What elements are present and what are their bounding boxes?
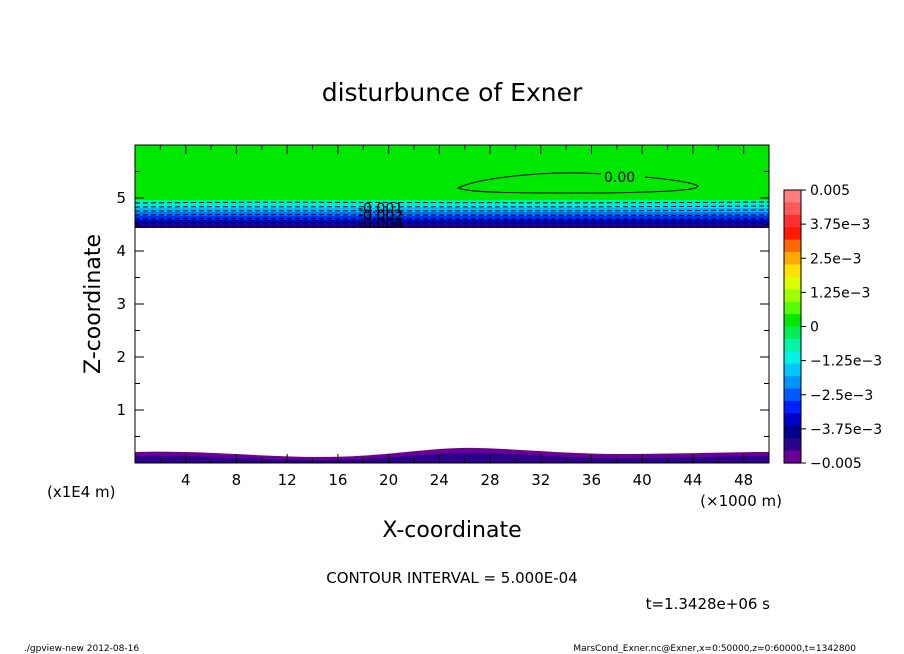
colorbar-tick-label: 0.005 <box>810 183 850 199</box>
y-axis-label: Z-coordinate <box>81 234 106 374</box>
colorbar-ticks: 0.005 3.75e−3 2.5e−3 1.25e−3 0 −1.25e−3 −2.5e−… <box>801 183 882 472</box>
x-tick-label: 4 <box>181 471 191 489</box>
colorbar-swatch <box>784 276 801 290</box>
colorbar-swatch <box>784 252 801 266</box>
x-axis-label: X-coordinate <box>382 518 521 543</box>
colorbar-swatch <box>784 338 801 352</box>
colorbar-tick-label: 2.5e−3 <box>810 251 862 267</box>
x-axis: 4 8 12 16 20 24 28 32 36 40 44 48 <box>159 145 753 489</box>
x-tick-label: 48 <box>734 471 753 489</box>
x-tick-label: 16 <box>328 471 347 489</box>
x-tick-label: 20 <box>379 471 398 489</box>
colorbar-swatch <box>784 214 801 228</box>
fill-band-4 <box>135 212 769 216</box>
colorbar-swatch <box>784 376 801 390</box>
colorbar-tick-label: 3.75e−3 <box>810 217 870 233</box>
x-tick-label: 8 <box>232 471 242 489</box>
y-tick-label: 2 <box>116 348 126 366</box>
colorbar-swatch <box>784 239 801 253</box>
chart-title: disturbunce of Exner <box>322 78 583 107</box>
colorbar-tick-label: 1.25e−3 <box>810 285 870 301</box>
colorbar-swatch <box>784 400 801 414</box>
y-tick-label: 4 <box>116 242 126 260</box>
footer-left: ./gpview-new 2012-08-16 <box>24 644 139 654</box>
fill-bottom-band-inner <box>135 452 769 463</box>
fill-band-2 <box>135 204 769 208</box>
colorbar-swatch <box>784 326 801 340</box>
time-label: t=1.3428e+06 s <box>646 595 771 613</box>
colorbar-swatch <box>784 450 801 464</box>
colorbar-swatch <box>784 438 801 452</box>
contour-interval-note: CONTOUR INTERVAL = 5.000E-04 <box>326 569 577 587</box>
x-tick-label: 44 <box>683 471 702 489</box>
y-tick-label: 1 <box>116 401 126 419</box>
fill-band-1 <box>135 200 769 204</box>
contour-label-1: -0.001 <box>358 201 403 217</box>
contour-label-2: -0.002 <box>358 208 403 224</box>
fill-band-7 <box>135 224 769 228</box>
contour-dashed-5 <box>134 218 770 220</box>
contour-lines <box>134 172 770 228</box>
colorbar-tick-label: −3.75e−3 <box>810 422 882 438</box>
colorbar-tick-label: 0 <box>810 320 819 336</box>
fill-upper-green <box>135 145 769 201</box>
colorbar-swatch <box>784 388 801 402</box>
colorbar-swatch <box>784 289 801 303</box>
colorbar-swatch <box>784 314 801 328</box>
colorbar-swatch <box>784 425 801 439</box>
fill-band-6 <box>135 220 769 224</box>
contour-dashed-2 <box>134 205 770 208</box>
fill-band-5 <box>135 216 769 220</box>
colorbar-tick-label: −2.5e−3 <box>810 388 873 404</box>
colorbar-swatch <box>784 301 801 315</box>
x-unit-label: (×1000 m) <box>700 492 782 510</box>
colorbar-swatch <box>784 413 801 427</box>
y-tick-label: 3 <box>116 295 126 313</box>
contour-fills <box>135 145 769 463</box>
colorbar-swatch <box>784 227 801 241</box>
contour-label-3: -0.004 <box>358 216 403 232</box>
footer-right: MarsCond_Exner.nc@Exner,x=0:50000,z=0:60… <box>573 644 856 654</box>
colorbar <box>784 190 801 464</box>
contour-zero <box>456 172 699 194</box>
x-tick-label: 12 <box>278 471 297 489</box>
fill-band-3 <box>135 208 769 212</box>
x-tick-label: 32 <box>531 471 550 489</box>
colorbar-swatch <box>784 202 801 216</box>
colorbar-swatch <box>784 190 801 204</box>
x-tick-label: 40 <box>633 471 652 489</box>
x-tick-label: 36 <box>582 471 601 489</box>
y-tick-label: 5 <box>116 189 126 207</box>
colorbar-tick-label: −1.25e−3 <box>810 354 882 370</box>
contour-label-bg <box>601 168 645 184</box>
colorbar-tick-label: −0.005 <box>810 456 862 472</box>
x-tick-label: 28 <box>480 471 499 489</box>
y-unit-label: (x1E4 m) <box>47 483 116 501</box>
x-tick-label: 24 <box>430 471 449 489</box>
colorbar-swatch <box>784 351 801 365</box>
contour-dashed-3 <box>134 209 770 212</box>
contour-dashed-4 <box>134 214 770 216</box>
contour-dashed-6 <box>134 222 770 224</box>
colorbar-swatch <box>784 264 801 278</box>
colorbar-swatch <box>784 363 801 377</box>
contour-label-zero: 0.00 <box>604 170 635 186</box>
contour-dashed-1 <box>134 201 770 204</box>
y-axis: 1 2 3 4 5 <box>116 171 769 437</box>
